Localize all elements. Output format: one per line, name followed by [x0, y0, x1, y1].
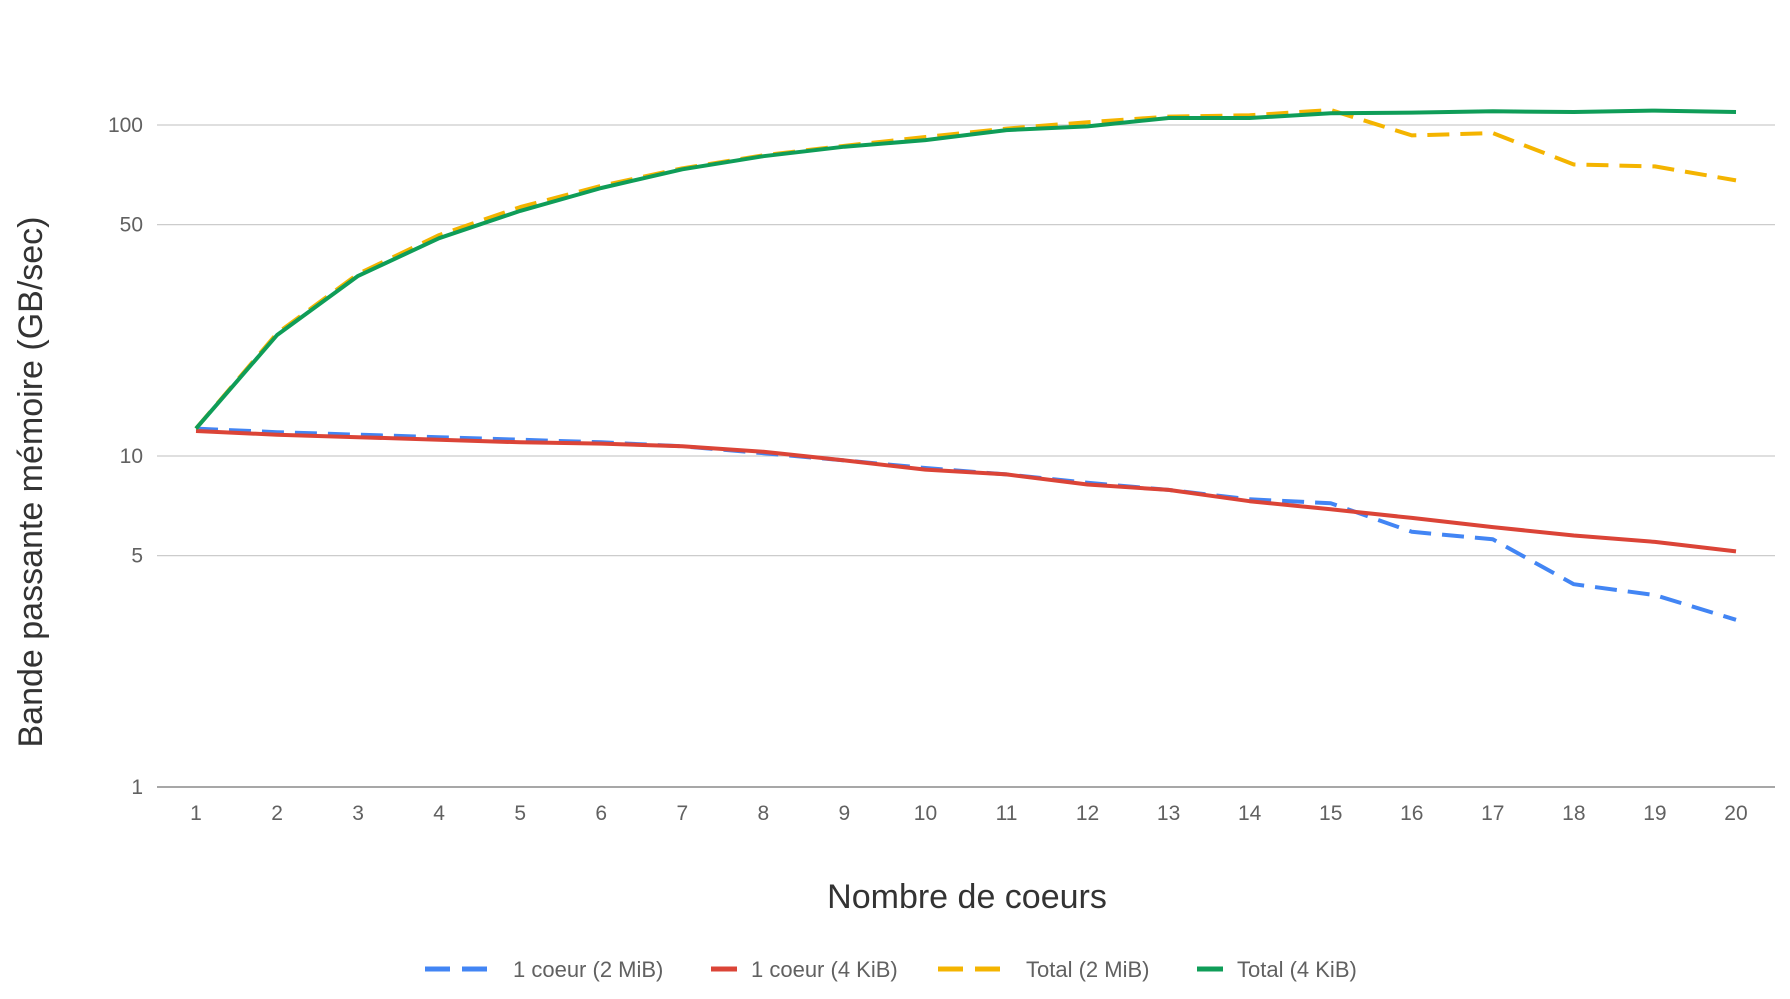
x-tick-label: 4: [433, 802, 445, 825]
y-tick-label: 100: [108, 114, 143, 137]
series-lines: [194, 108, 1737, 622]
y-tick-label: 10: [120, 445, 143, 468]
y-axis-ticks: 1 5 10 50 100: [108, 114, 143, 799]
x-tick-label: 11: [996, 802, 1018, 825]
y-tick-label: 5: [131, 545, 143, 568]
x-tick-label: 6: [595, 802, 607, 825]
series-line-3: [194, 108, 1737, 430]
y-axis-title: Bande passante mémoire (GB/sec): [12, 216, 50, 747]
x-tick-label: 8: [758, 802, 770, 825]
x-tick-label: 3: [352, 802, 364, 825]
x-axis-ticks: 1 2 3 4 5 6 7 8 9 10 11 12 13 14 15 16 17 18 19 20: [190, 802, 1747, 825]
x-tick-label: 10: [914, 802, 937, 825]
x-tick-label: 7: [676, 802, 688, 825]
y-tick-label: 1: [131, 776, 143, 799]
legend: 1 coeur (2 MiB) 1 coeur (4 KiB) Total (2 M…: [425, 957, 1357, 982]
legend-label: 1 coeur (4 KiB): [751, 957, 898, 982]
series-line-4: [194, 108, 1737, 430]
x-tick-label: 17: [1481, 802, 1504, 825]
x-tick-label: 15: [1319, 802, 1342, 825]
x-tick-label: 20: [1724, 802, 1747, 825]
x-tick-label: 16: [1400, 802, 1423, 825]
x-axis-title: Nombre de coeurs: [827, 878, 1107, 916]
x-tick-label: 12: [1076, 802, 1099, 825]
x-tick-label: 14: [1238, 802, 1262, 825]
series-line-1: [195, 426, 1737, 622]
x-tick-label: 2: [271, 802, 283, 825]
gridlines: [157, 124, 1775, 788]
y-tick-label: 50: [120, 214, 143, 237]
legend-label: 1 coeur (2 MiB): [513, 957, 663, 982]
x-tick-label: 1: [190, 802, 202, 825]
x-tick-label: 13: [1157, 802, 1180, 825]
x-tick-label: 5: [514, 802, 526, 825]
x-tick-label: 19: [1643, 802, 1666, 825]
x-tick-label: 18: [1562, 802, 1585, 825]
x-tick-label: 9: [839, 802, 851, 825]
series-line-2: [195, 429, 1737, 554]
legend-label: Total (2 MiB): [1026, 957, 1149, 982]
legend-label: Total (4 KiB): [1237, 957, 1357, 982]
